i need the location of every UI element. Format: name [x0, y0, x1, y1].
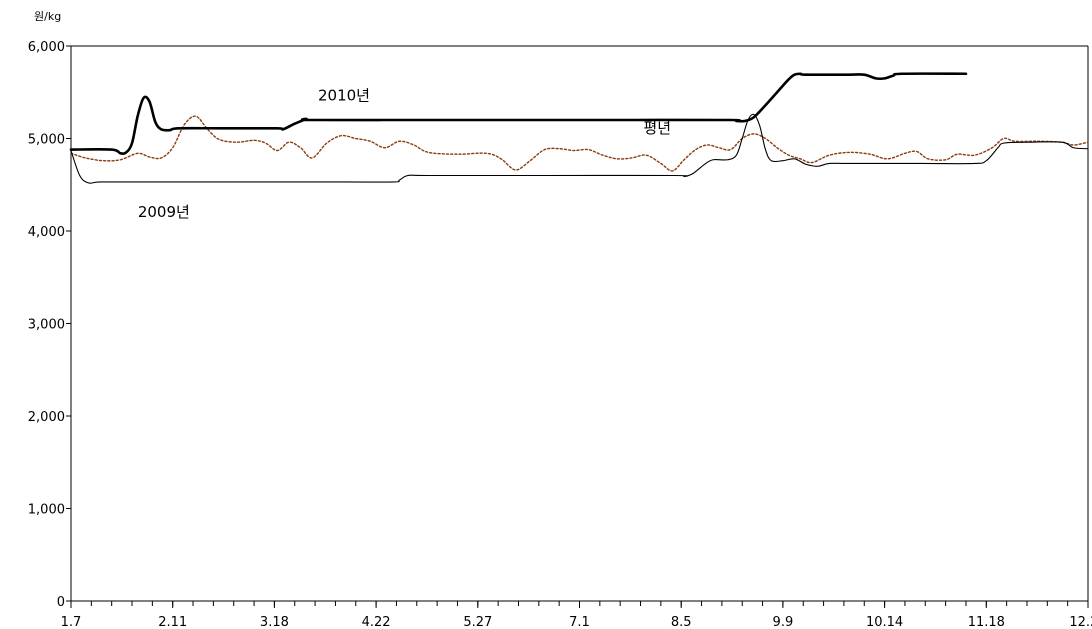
x-tick-label-2: 3.18	[260, 615, 289, 629]
y-tick-label-1: 1,000	[28, 503, 65, 518]
y-axis-unit-label: 원/kg	[34, 10, 61, 23]
y-tick-label-5: 5,000	[28, 133, 65, 148]
x-tick-label-9: 11.18	[968, 615, 1005, 629]
series-2010-line	[69, 72, 968, 155]
series-2009-line	[70, 113, 1089, 184]
y-tick-label-4: 4,000	[28, 225, 65, 240]
series-average-line	[70, 115, 1089, 172]
x-tick-label-7: 9.9	[773, 615, 794, 629]
y-tick-label-2: 2,000	[28, 410, 65, 425]
plot-area: 0 1,000 2,000 3,000 4,000 5,000 6,000 1.7 2.11 3.…	[28, 40, 1092, 629]
x-tick-label-1: 2.11	[158, 615, 187, 629]
y-tick-label-6: 6,000	[28, 40, 65, 55]
x-tick-label-6: 8.5	[671, 615, 692, 629]
x-tick-label-0: 1.7	[61, 615, 82, 629]
y-tick-label-3: 3,000	[28, 318, 65, 333]
x-tick-label-10: 12.23	[1069, 615, 1092, 629]
x-tick-label-3: 4.22	[362, 615, 391, 629]
x-tick-label-4: 5.27	[463, 615, 492, 629]
x-tick-label-8: 10.14	[866, 615, 903, 629]
series-label-2010: 2010년	[318, 87, 370, 105]
series-label-average: 평년	[643, 119, 671, 137]
x-tick-label-5: 7.1	[569, 615, 590, 629]
y-tick-label-0: 0	[57, 595, 65, 610]
series-label-2009: 2009년	[138, 203, 190, 221]
